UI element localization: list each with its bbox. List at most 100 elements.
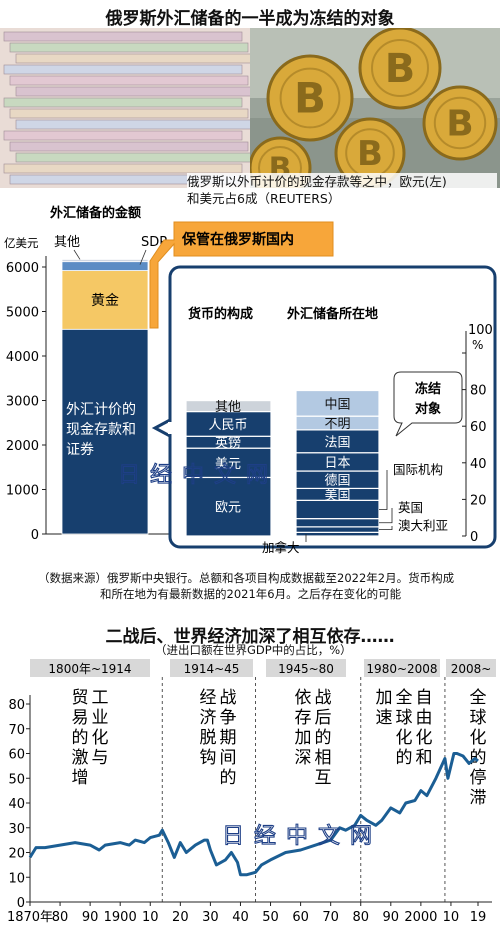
period-caption-char: 与 xyxy=(92,748,109,768)
x-tick-label: 19 xyxy=(470,910,487,925)
location-label: 法国 xyxy=(324,435,350,450)
period-caption-char: 后 xyxy=(315,708,332,728)
period-caption-char: 间 xyxy=(220,748,237,768)
bar-segment xyxy=(61,261,149,271)
period-box xyxy=(170,659,253,677)
location-label-outside: 加拿大 xyxy=(262,540,300,555)
series-line xyxy=(28,752,479,877)
x-tick-label: 1900 xyxy=(104,910,137,925)
frozen-label-2: 对象 xyxy=(415,401,441,417)
period-caption-char: 相 xyxy=(315,748,332,768)
euro-banknotes-icon xyxy=(0,28,250,188)
bitcoin-icon: B xyxy=(357,134,383,174)
period-caption-char: 战 xyxy=(220,688,237,708)
y-tick-label: 6000 xyxy=(6,261,39,276)
bottom-title: 二战后、世界经济加深了相互依存…… xyxy=(105,627,395,647)
y-tick-label: 30 xyxy=(8,822,25,837)
x-tick-label: 20 xyxy=(172,910,189,925)
watermark: 日经中文网 xyxy=(118,463,278,488)
currency-title: 货币的构成 xyxy=(188,306,253,322)
pct-tick-label: 60 xyxy=(470,420,487,435)
pct-tick-label: 0 xyxy=(470,530,478,545)
x-tick-label: 70 xyxy=(322,910,339,925)
x-tick-label: 30 xyxy=(202,910,219,925)
x-tick-label: 80 xyxy=(52,910,69,925)
bar-segment xyxy=(61,270,149,330)
banknote xyxy=(3,64,243,75)
pct-tick-label: 40 xyxy=(470,457,487,472)
page-title: 俄罗斯外汇储备的一半成为冻结的对象 xyxy=(105,9,395,29)
y-tick-label: 50 xyxy=(8,772,25,787)
location-leader xyxy=(379,508,393,524)
bar-label-cash: 证券 xyxy=(66,442,94,458)
period-caption-char: 加 xyxy=(295,728,312,748)
period-caption-char: 依 xyxy=(295,688,312,708)
period-caption-char: 济 xyxy=(200,708,217,728)
x-tick-label: 50 xyxy=(262,910,279,925)
y-tick-label: 2000 xyxy=(6,439,39,454)
location-label: 不明 xyxy=(324,417,350,432)
x-tick-label: 40 xyxy=(232,910,249,925)
period-box xyxy=(364,659,440,677)
location-label-outside: 国际机构 xyxy=(393,462,443,477)
bitcoin-icon: B xyxy=(294,74,326,123)
frozen-bubble xyxy=(393,371,463,437)
location-label: 中国 xyxy=(324,397,350,412)
pct-tick-label: 20 xyxy=(470,493,487,508)
reserves-unit: 亿美元 xyxy=(4,236,39,250)
banknote xyxy=(9,141,249,152)
location-label-outside: 澳大利亚 xyxy=(398,518,448,533)
period-label: 1800年~1914 xyxy=(48,662,131,676)
currency-segment xyxy=(185,476,272,537)
currency-label: 英镑 xyxy=(215,435,241,451)
y-tick-label: 0 xyxy=(31,528,39,543)
period-caption-char: 化 xyxy=(396,728,413,748)
period-box xyxy=(30,659,150,677)
bar-segment xyxy=(61,328,149,535)
y-tick-label: 80 xyxy=(8,698,25,713)
bar-label-other: 其他 xyxy=(54,235,80,250)
period-label: 1980~2008 xyxy=(366,662,437,676)
coin-ring xyxy=(279,67,341,129)
period-caption-char: 加 xyxy=(376,688,393,708)
location-label-outside: 英国 xyxy=(398,500,423,515)
photo-caption-line-1: 俄罗斯以外币计价的现金存款等之中，欧元(左) xyxy=(187,174,447,189)
period-caption-char: 激 xyxy=(72,748,89,768)
coin-ring xyxy=(371,39,429,97)
location-title: 外汇储备所在地 xyxy=(286,306,378,322)
currency-label: 人民币 xyxy=(208,418,247,433)
y-tick-label: 4000 xyxy=(6,350,39,365)
period-label: 2008~ xyxy=(451,662,492,676)
bitcoin-icon: B xyxy=(446,104,473,145)
reserves-title: 外汇储备的金额 xyxy=(49,205,141,221)
watermark: 日经中文网 xyxy=(222,824,382,849)
location-leader xyxy=(379,470,388,510)
y-tick-label: 5000 xyxy=(6,306,39,321)
coin-ring xyxy=(433,96,487,150)
x-tick-label: 80 xyxy=(352,910,369,925)
period-caption-char: 全 xyxy=(396,688,413,708)
location-segment xyxy=(295,526,380,533)
currency-segment xyxy=(185,447,272,479)
location-segment xyxy=(295,518,380,528)
period-caption-char: 由 xyxy=(416,708,433,728)
euro-banknotes-photo xyxy=(0,28,250,188)
location-leader xyxy=(379,526,393,530)
period-caption-char: 速 xyxy=(376,708,393,728)
period-caption-char: 的 xyxy=(220,768,237,788)
currency-segment xyxy=(185,399,272,413)
period-caption-char: 期 xyxy=(220,728,237,748)
period-caption-char: 经 xyxy=(200,688,217,708)
banknote xyxy=(15,152,250,163)
x-tick-label: 10 xyxy=(142,910,159,925)
period-caption-char: 贸 xyxy=(72,688,89,708)
y-tick-label: 70 xyxy=(8,723,25,738)
period-caption-char: 战 xyxy=(315,688,332,708)
location-label: 日本 xyxy=(324,456,350,471)
y-tick-label: 40 xyxy=(8,797,25,812)
period-box xyxy=(266,659,346,677)
bar-label-cash: 外汇计价的 xyxy=(66,402,136,418)
callout-label: 保管在俄罗斯国内 xyxy=(181,231,294,248)
